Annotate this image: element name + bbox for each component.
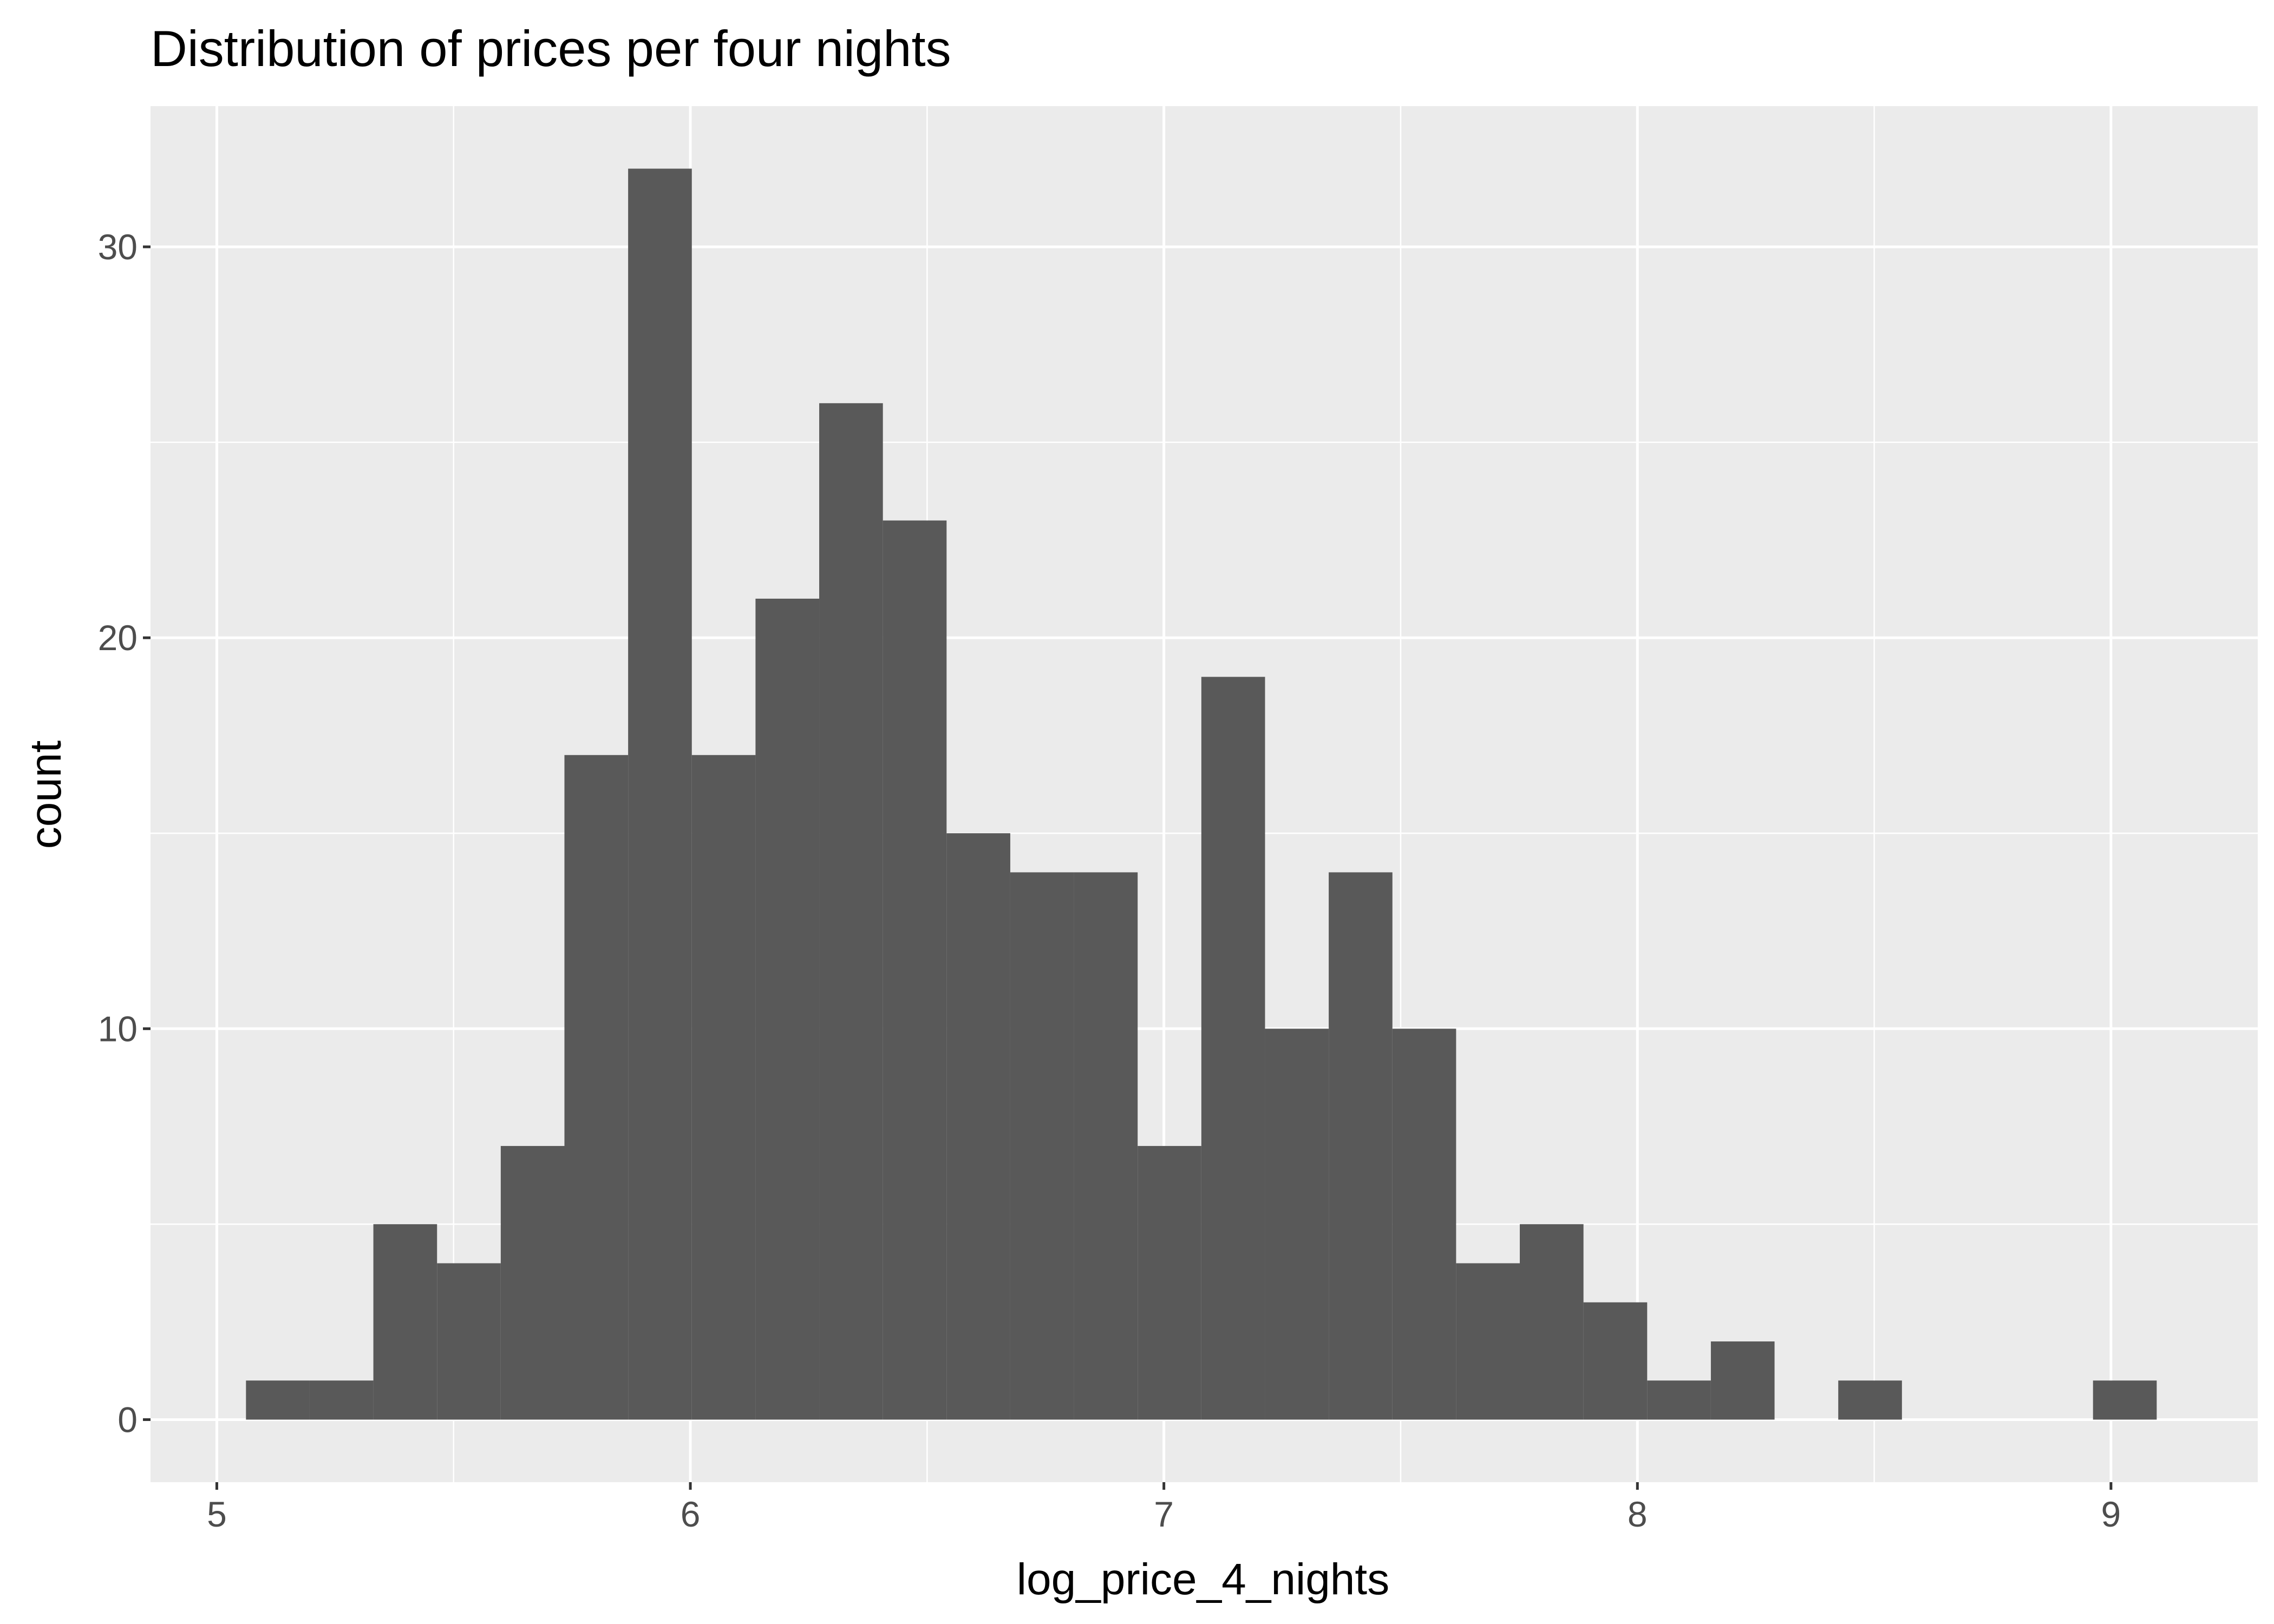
x-tick-label: 8 — [1628, 1494, 1648, 1534]
chart-title: Distribution of prices per four nights — [151, 20, 951, 77]
x-axis-title: log_price_4_nights — [1017, 1555, 1389, 1604]
histogram-bar — [309, 1380, 374, 1420]
histogram-bar — [1138, 1145, 1201, 1420]
histogram-bar — [755, 598, 820, 1420]
histogram-bar — [2093, 1380, 2157, 1420]
y-axis: 0 10 20 30 — [98, 227, 151, 1439]
histogram-bar — [691, 755, 756, 1420]
histogram-bar — [1329, 872, 1393, 1420]
histogram-bar — [1710, 1341, 1775, 1420]
y-tick-label: 10 — [98, 1009, 138, 1049]
y-axis-title: count — [21, 740, 70, 849]
histogram-bar — [883, 520, 947, 1420]
histogram-bar — [1456, 1263, 1520, 1420]
histogram-bar — [1074, 872, 1138, 1420]
histogram-bar — [1838, 1380, 1902, 1420]
y-tick-label: 30 — [98, 227, 138, 267]
histogram-bar — [946, 833, 1010, 1420]
histogram-bar — [628, 168, 692, 1420]
histogram-bar — [1392, 1029, 1456, 1420]
histogram-bars — [246, 168, 2157, 1420]
histogram-bar — [1201, 677, 1265, 1420]
histogram-bar — [564, 755, 629, 1420]
histogram-bar — [1520, 1224, 1584, 1420]
x-tick-label: 5 — [207, 1494, 227, 1534]
histogram-bar — [819, 403, 883, 1420]
x-tick-label: 6 — [681, 1494, 701, 1534]
histogram-bar — [1265, 1029, 1329, 1420]
histogram-bar — [500, 1145, 565, 1420]
histogram-bar — [373, 1224, 437, 1420]
x-axis: 5 6 7 8 9 — [207, 1482, 2121, 1534]
histogram-bar — [1010, 872, 1074, 1420]
x-tick-label: 9 — [2101, 1494, 2121, 1534]
histogram-bar — [1583, 1302, 1648, 1420]
histogram-bar — [246, 1380, 310, 1420]
y-tick-label: 0 — [117, 1399, 138, 1439]
histogram-bar — [437, 1263, 501, 1420]
histogram-bar — [1647, 1380, 1711, 1420]
x-tick-label: 7 — [1154, 1494, 1174, 1534]
y-tick-label: 20 — [98, 618, 138, 658]
